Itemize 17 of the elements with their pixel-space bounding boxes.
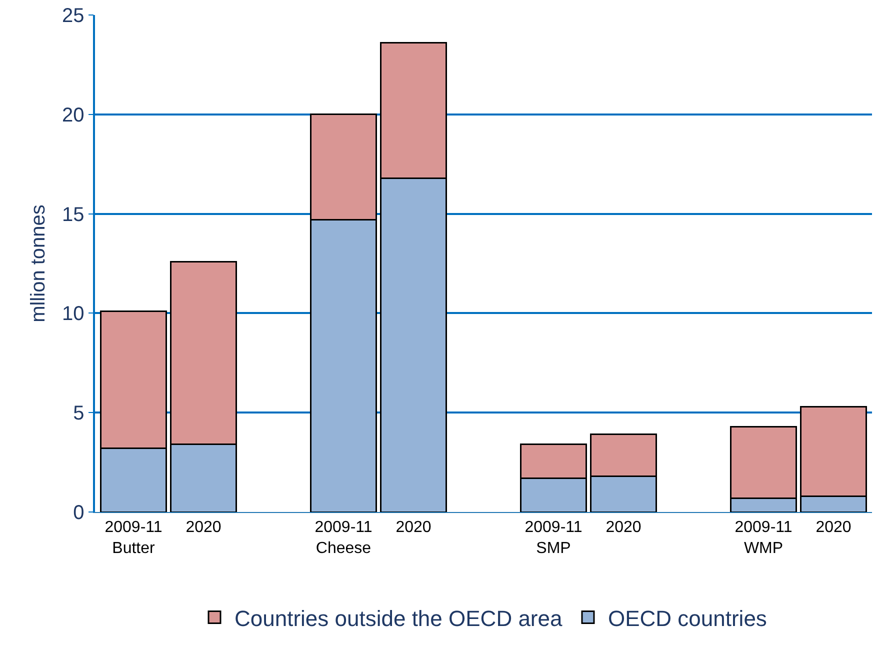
x-tick-label: 2009-11 WMP <box>734 519 792 557</box>
y-tick-label: 15 <box>62 204 84 226</box>
y-axis-title: mllion tonnes <box>28 204 50 322</box>
legend-label: Countries outside the OECD area <box>234 606 563 631</box>
y-tick-label: 5 <box>73 402 84 425</box>
x-tick-label: 2020 <box>186 519 222 536</box>
x-tick-label: 2009-11 Cheese <box>314 519 372 557</box>
y-tick-label: 10 <box>62 303 84 326</box>
y-tick-label: 25 <box>62 5 84 27</box>
x-tick-label: 2020 <box>396 519 432 536</box>
y-tick-label: 0 <box>73 502 84 524</box>
x-tick-label: 2009-11 SMP <box>524 519 582 557</box>
x-tick-label: 2009-11 Butter <box>104 519 162 557</box>
legend-label: OECD countries <box>608 606 767 631</box>
y-tick-label: 20 <box>62 104 84 126</box>
x-tick-label: 2020 <box>606 519 642 536</box>
x-tick-label: 2020 <box>816 519 852 536</box>
